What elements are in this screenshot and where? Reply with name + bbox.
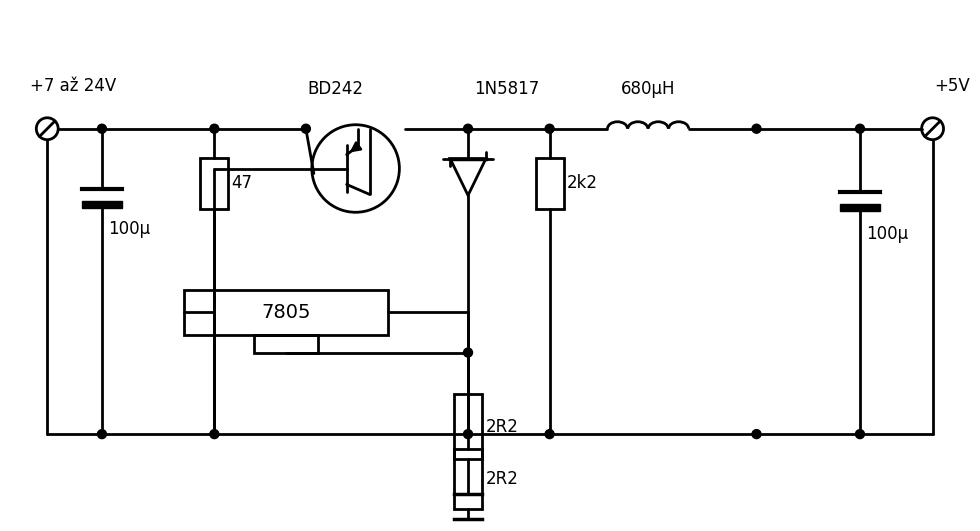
- Text: +5V: +5V: [935, 77, 970, 95]
- Text: 1N5817: 1N5817: [474, 80, 539, 98]
- Bar: [82, 201, 122, 208]
- Text: 47: 47: [231, 174, 252, 192]
- Bar: [840, 204, 880, 211]
- Text: BD242: BD242: [308, 80, 364, 98]
- Text: 2R2: 2R2: [486, 470, 518, 488]
- Text: 100μ: 100μ: [108, 220, 150, 238]
- Circle shape: [545, 430, 554, 439]
- Bar: [454, 395, 482, 459]
- Circle shape: [545, 124, 554, 133]
- Circle shape: [856, 124, 864, 133]
- Text: 680μH: 680μH: [620, 80, 675, 98]
- Circle shape: [856, 430, 864, 439]
- Circle shape: [464, 430, 472, 439]
- Text: 7805: 7805: [262, 303, 311, 322]
- Bar: [183, 290, 388, 335]
- Circle shape: [97, 430, 107, 439]
- Text: 2k2: 2k2: [566, 174, 598, 192]
- Circle shape: [210, 124, 219, 133]
- Circle shape: [210, 430, 219, 439]
- Circle shape: [302, 124, 311, 133]
- Bar: [254, 335, 318, 353]
- Circle shape: [464, 124, 472, 133]
- Text: 2R2: 2R2: [486, 418, 518, 435]
- Bar: [201, 158, 228, 209]
- Circle shape: [752, 124, 761, 133]
- Bar: [454, 449, 482, 509]
- Circle shape: [97, 124, 107, 133]
- Text: 100μ: 100μ: [866, 225, 908, 243]
- Bar: [536, 158, 564, 209]
- Text: +7 až 24V: +7 až 24V: [30, 77, 117, 95]
- Circle shape: [752, 430, 761, 439]
- Circle shape: [464, 348, 472, 357]
